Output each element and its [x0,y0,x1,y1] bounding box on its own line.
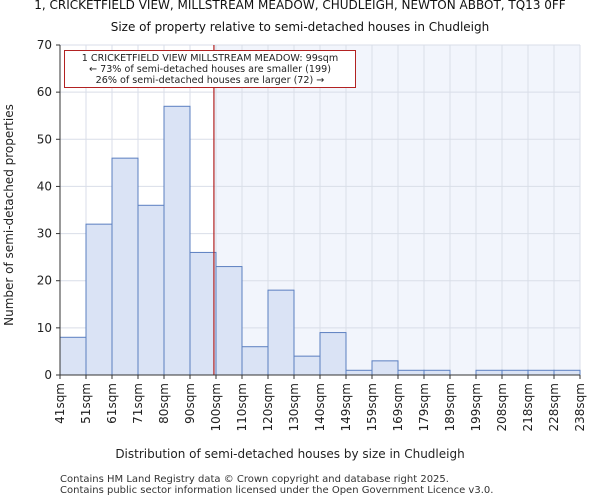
bars [59,105,581,376]
x-axis-label: Distribution of semi-detached houses by … [115,447,464,461]
x-tick-label: 149sqm [339,383,353,431]
x-tick-label: 90sqm [183,383,197,424]
bar [527,369,555,376]
x-tick-label: 218sqm [521,383,535,431]
y-axis-label: Number of semi-detached properties [2,104,16,326]
y-tick-label: 20 [37,274,52,288]
bar [319,332,347,376]
bar [397,369,425,376]
x-tick-label: 208sqm [495,383,509,431]
bar [553,369,581,376]
x-tick-label: 71sqm [131,383,145,424]
y-tick-labels: 0 10 20 30 40 50 60 70 [37,38,60,382]
bar [189,251,217,376]
bar [293,355,321,376]
x-tick-label: 140sqm [313,383,327,431]
x-tick-label: 120sqm [261,383,275,431]
annotation-line-3: 26% of semi-detached houses are larger (… [95,75,325,86]
y-tick-label: 50 [37,132,52,146]
bar [241,346,269,376]
x-tick-label: 169sqm [391,383,405,431]
chart-title: 1, CRICKETFIELD VIEW, MILLSTREAM MEADOW,… [34,0,566,12]
annotation-line-1: 1 CRICKETFIELD VIEW MILLSTREAM MEADOW: 9… [81,53,339,64]
y-tick-label: 30 [37,227,52,241]
x-tick-label: 41sqm [53,383,67,424]
bar [501,369,529,376]
bar [163,105,191,376]
x-tick-labels: 41sqm 51sqm 61sqm 71sqm 80sqm 90sqm 100sqm 110s… [53,375,587,431]
x-tick-label: 228sqm [547,383,561,431]
x-tick-label: 100sqm [209,383,223,431]
bar [267,289,295,376]
bar [215,266,243,376]
y-tick-label: 40 [37,179,52,193]
x-tick-label: 110sqm [235,383,249,431]
footer-line-2: Contains public sector information licen… [60,485,494,496]
x-tick-label: 189sqm [443,383,457,431]
bar [475,369,503,376]
y-tick-label: 60 [37,85,52,99]
x-tick-label: 51sqm [79,383,93,424]
bar [59,336,87,376]
bar [371,360,399,376]
chart-subtitle: Size of property relative to semi-detach… [111,20,490,34]
y-tick-label: 10 [37,321,52,335]
y-tick-label: 0 [44,368,52,382]
y-tick-label: 70 [37,38,52,52]
bar [137,204,165,376]
annotation-line-2: ← 73% of semi-detached houses are smalle… [89,64,331,75]
bar [345,369,373,376]
x-tick-label: 61sqm [105,383,119,424]
bar [111,157,139,376]
bar [85,223,113,376]
x-tick-label: 179sqm [417,383,431,431]
x-tick-label: 199sqm [469,383,483,431]
x-tick-label: 80sqm [157,383,171,424]
x-tick-label: 159sqm [365,383,379,431]
annotation-box: 1 CRICKETFIELD VIEW MILLSTREAM MEADOW: 9… [64,50,356,88]
footer-line-1: Contains HM Land Registry data © Crown c… [60,474,449,485]
bar [423,369,451,376]
x-tick-label: 238sqm [573,383,587,431]
x-tick-label: 130sqm [287,383,301,431]
